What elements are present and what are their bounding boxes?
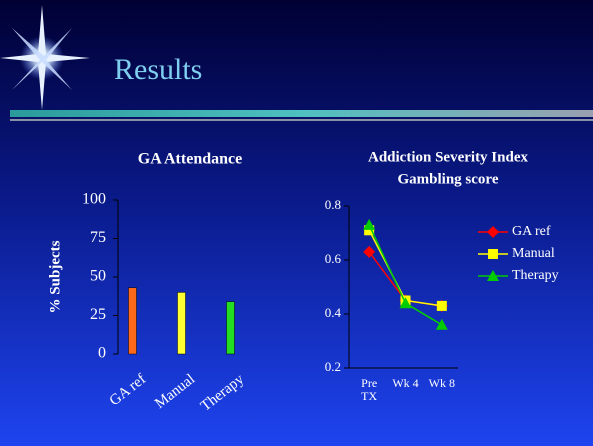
star-icon bbox=[0, 5, 90, 110]
y-tick-label: 0.8 bbox=[325, 197, 341, 212]
title-rule-thin bbox=[10, 119, 593, 121]
x-tick-label: Pre TX bbox=[361, 376, 378, 403]
y-tick-label: 0.2 bbox=[325, 359, 341, 374]
title-rule bbox=[10, 110, 593, 117]
x-tick-label: Wk 8 bbox=[428, 376, 455, 390]
legend-label: Therapy bbox=[512, 268, 559, 283]
legend-marker bbox=[488, 249, 498, 259]
data-point bbox=[436, 300, 447, 311]
data-point bbox=[435, 318, 448, 330]
legend-marker bbox=[487, 226, 499, 238]
data-point bbox=[399, 297, 412, 309]
chart-title: Addiction Severity Index bbox=[368, 149, 529, 165]
data-point bbox=[364, 225, 375, 236]
y-tick-label: 0.6 bbox=[325, 251, 342, 266]
y-tick-label: 75 bbox=[90, 229, 106, 246]
bar bbox=[226, 301, 235, 355]
x-tick-label: Wk 4 bbox=[392, 376, 419, 390]
legend-label: Manual bbox=[512, 246, 555, 261]
bar bbox=[128, 287, 137, 355]
legend-label: GA ref bbox=[512, 224, 551, 239]
chart-subtitle: Gambling score bbox=[398, 171, 499, 187]
y-tick-label: 100 bbox=[82, 191, 106, 208]
y-tick-label: 50 bbox=[90, 268, 106, 285]
data-point bbox=[363, 245, 376, 258]
chart-title: GA Attendance bbox=[138, 151, 242, 168]
slide-title: Results bbox=[114, 53, 202, 86]
y-tick-label: 0.4 bbox=[325, 305, 342, 320]
data-point bbox=[363, 218, 376, 230]
bar bbox=[177, 292, 186, 355]
y-tick-label: 25 bbox=[90, 306, 106, 323]
y-tick-label: 0 bbox=[98, 345, 106, 362]
y-axis-label: % Subjects bbox=[47, 240, 63, 313]
legend-marker bbox=[487, 270, 499, 281]
